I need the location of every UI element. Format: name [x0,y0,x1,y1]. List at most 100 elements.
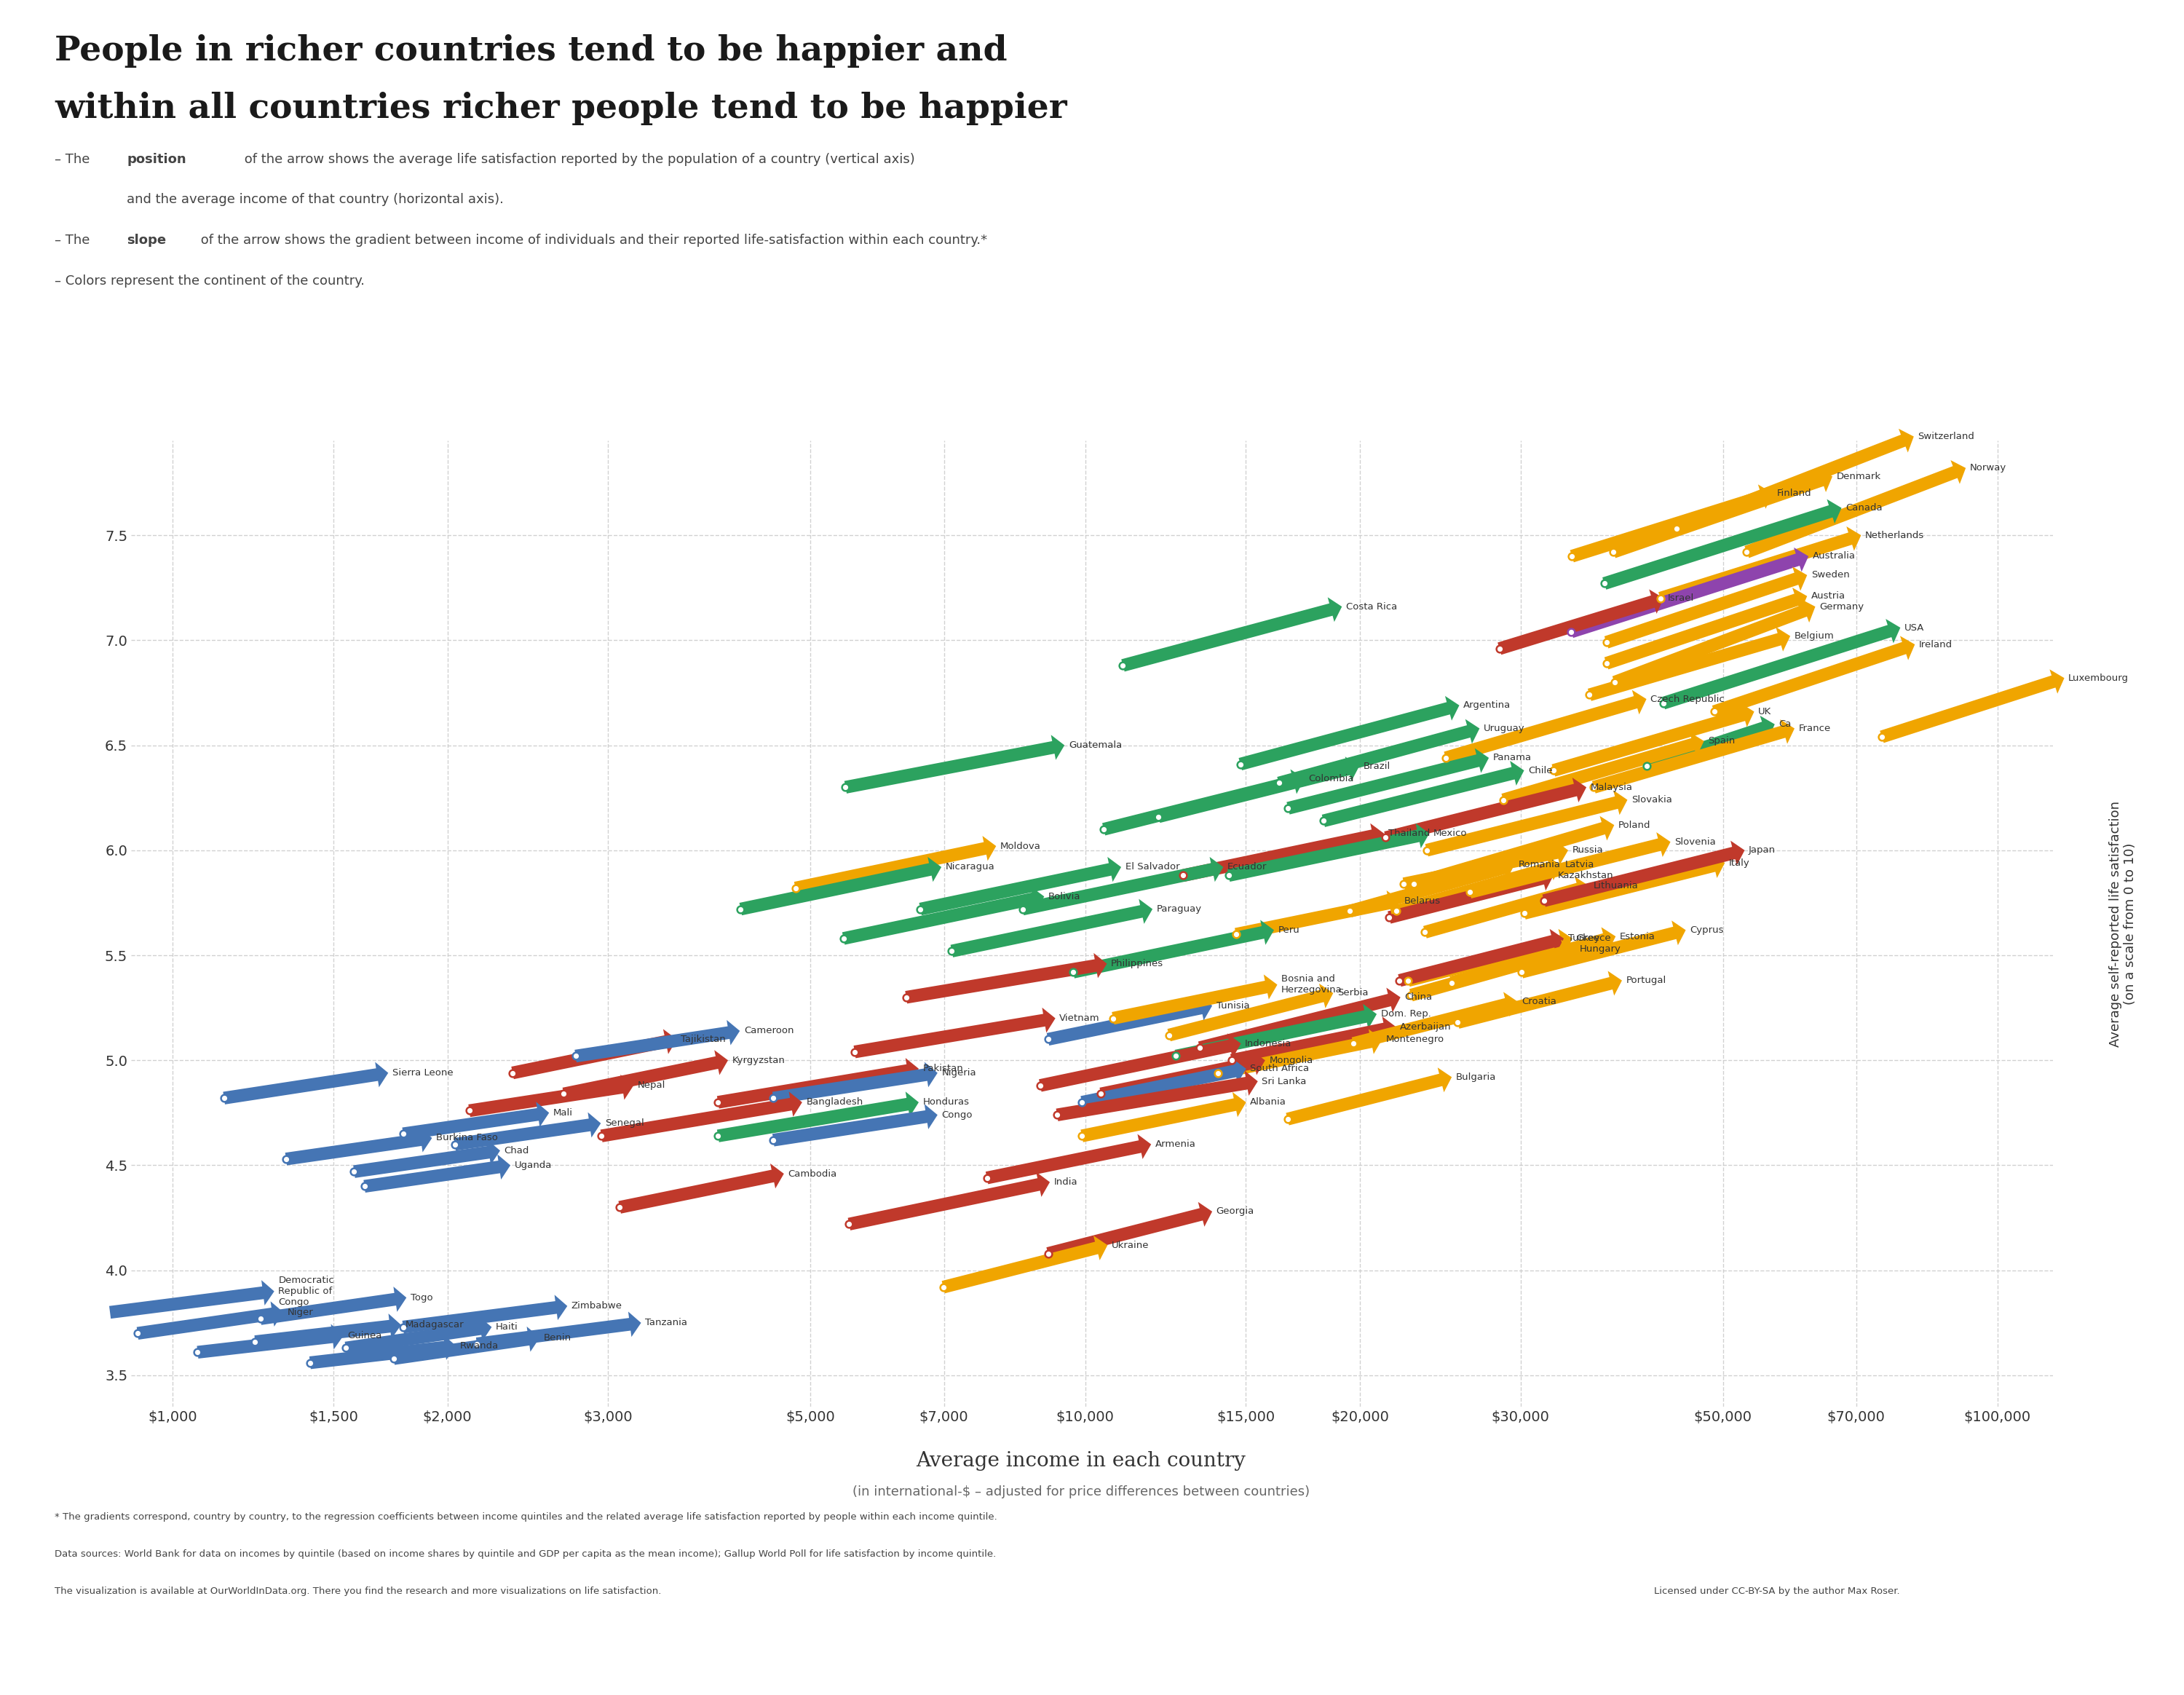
Text: Ecuador: Ecuador [1227,863,1267,871]
Text: Pakistan: Pakistan [924,1064,963,1073]
Text: Average self-reported life satisfaction
(on a scale from 0 to 10): Average self-reported life satisfaction … [2110,800,2136,1048]
Text: Cameroon: Cameroon [745,1025,793,1036]
Text: * The gradients correspond, country by country, to the regression coefficients b: * The gradients correspond, country by c… [55,1512,998,1522]
Text: Average income in each country: Average income in each country [917,1451,1245,1471]
Text: Slovakia: Slovakia [1631,795,1673,805]
Text: Croatia: Croatia [1522,997,1557,1007]
Text: Nepal: Nepal [638,1081,666,1090]
Text: Kazakhstan: Kazakhstan [1557,871,1614,880]
Text: India: India [1055,1178,1077,1186]
Text: Israel: Israel [1669,593,1695,603]
Text: Uganda: Uganda [515,1161,553,1170]
Text: Philippines: Philippines [1112,959,1164,968]
Text: Nigeria: Nigeria [941,1068,976,1078]
Text: Spain: Spain [1708,736,1734,746]
Text: Mongolia: Mongolia [1269,1056,1313,1064]
Text: Bosnia and
Herzegovina: Bosnia and Herzegovina [1282,975,1343,995]
Text: Dom. Rep.: Dom. Rep. [1380,1009,1431,1019]
Text: Costa Rica: Costa Rica [1345,602,1398,612]
Text: Benin: Benin [544,1332,572,1342]
Text: Ireland: Ireland [1920,639,1952,649]
Text: Belarus: Belarus [1404,897,1441,905]
Text: Nicaragua: Nicaragua [946,863,994,871]
Text: UK: UK [1758,707,1771,717]
Text: Ca: Ca [1778,719,1791,729]
Text: Paraguay: Paraguay [1158,905,1201,914]
Text: Cyprus: Cyprus [1690,925,1723,936]
Text: Moldova: Moldova [1000,841,1042,851]
Text: Kyrgyzstan: Kyrgyzstan [732,1056,784,1064]
Text: position: position [127,153,186,166]
Text: Albania: Albania [1249,1098,1286,1107]
Text: Italy: Italy [1730,858,1749,868]
Text: Belgium: Belgium [1795,631,1835,641]
Text: Germany: Germany [1819,602,1863,612]
Text: Portugal: Portugal [1627,976,1666,985]
Text: Sweden: Sweden [1811,571,1850,580]
Text: Data sources: World Bank for data on incomes by quintile (based on income shares: Data sources: World Bank for data on inc… [55,1549,996,1559]
Text: Panama: Panama [1494,753,1531,763]
Text: Our World: Our World [2003,49,2070,63]
Text: Japan: Japan [1749,846,1776,854]
Text: Democratic
Republic of
Congo: Democratic Republic of Congo [277,1276,334,1307]
Text: Indonesia: Indonesia [1245,1039,1293,1048]
Text: of the arrow shows the gradient between income of individuals and their reported: of the arrow shows the gradient between … [197,234,987,247]
Text: Rwanda: Rwanda [461,1341,498,1351]
Text: Armenia: Armenia [1155,1139,1197,1149]
Text: Licensed under CC-BY-SA by the author Max Roser.: Licensed under CC-BY-SA by the author Ma… [1653,1587,1900,1597]
Text: Bulgaria: Bulgaria [1457,1073,1496,1081]
Text: Peru: Peru [1278,925,1299,936]
Text: Tajikistan: Tajikistan [681,1034,725,1044]
Text: within all countries richer people tend to be happier: within all countries richer people tend … [55,92,1068,125]
Text: Cambodia: Cambodia [788,1170,836,1178]
Text: of the arrow shows the average life satisfaction reported by the population of a: of the arrow shows the average life sati… [240,153,915,166]
Text: The visualization is available at OurWorldInData.org. There you find the researc: The visualization is available at OurWor… [55,1587,662,1597]
Text: Chad: Chad [505,1146,529,1156]
Text: Denmark: Denmark [1837,471,1880,481]
Text: Poland: Poland [1618,820,1651,831]
Text: Colombia: Colombia [1308,775,1354,783]
Text: Burkina Faso: Burkina Faso [437,1134,498,1142]
Text: Sierra Leone: Sierra Leone [393,1068,452,1078]
Text: Russia: Russia [1572,846,1603,854]
Text: Greece: Greece [1577,934,1612,942]
Text: Bangladesh: Bangladesh [806,1098,863,1107]
Text: – Colors represent the continent of the country.: – Colors represent the continent of the … [55,275,365,288]
Text: Czech Republic: Czech Republic [1651,695,1725,703]
Text: Romania: Romania [1518,861,1562,870]
Text: Montenegro: Montenegro [1387,1034,1444,1044]
Text: Hungary: Hungary [1579,944,1621,954]
Text: Togo: Togo [411,1293,432,1302]
Text: and the average income of that country (horizontal axis).: and the average income of that country (… [127,193,505,207]
Text: Serbia: Serbia [1337,988,1367,998]
Text: Tanzania: Tanzania [644,1319,688,1327]
Text: Haiti: Haiti [496,1322,518,1332]
Text: Australia: Australia [1813,551,1856,561]
Text: Bolivia: Bolivia [1048,892,1081,902]
Text: China: China [1404,993,1433,1002]
Text: Vietnam: Vietnam [1059,1014,1101,1024]
Text: Argentina: Argentina [1463,700,1511,710]
Text: slope: slope [127,234,166,247]
Text: Finland: Finland [1776,488,1811,498]
Text: El Salvador: El Salvador [1125,863,1179,871]
Text: Mexico: Mexico [1433,829,1468,839]
Text: Sri Lanka: Sri Lanka [1262,1076,1306,1086]
Text: in Data: in Data [2011,86,2062,100]
Text: Chile: Chile [1529,766,1553,775]
Text: – The: – The [55,234,94,247]
Text: Congo: Congo [941,1110,972,1120]
Text: – The: – The [55,153,94,166]
Text: Niger: Niger [288,1307,314,1317]
Text: Senegal: Senegal [605,1119,644,1129]
Text: Madagascar: Madagascar [406,1320,463,1329]
Text: Latvia: Latvia [1566,861,1594,870]
Text: Turkey: Turkey [1568,934,1599,942]
Text: Slovenia: Slovenia [1675,837,1717,846]
Text: Mali: Mali [553,1109,572,1117]
Text: Guatemala: Guatemala [1068,741,1123,749]
Text: People in richer countries tend to be happier and: People in richer countries tend to be ha… [55,34,1007,68]
Text: Ukraine: Ukraine [1112,1241,1149,1249]
Text: Azerbaijan: Azerbaijan [1400,1022,1450,1032]
Text: Zimbabwe: Zimbabwe [572,1302,622,1310]
